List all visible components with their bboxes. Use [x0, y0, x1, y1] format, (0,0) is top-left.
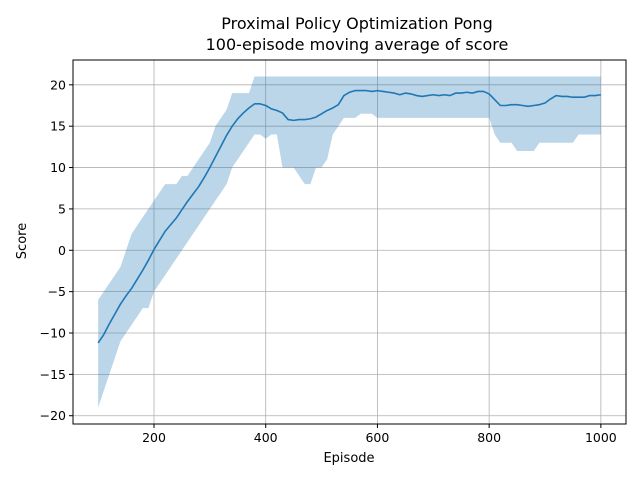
series-line — [97, 89, 601, 344]
x-axis-label: Episode — [323, 451, 374, 466]
x-tick-label: 200 — [142, 430, 166, 445]
y-axis-ticks: −20 −15 −10 −5 0 5 10 15 20 — [40, 77, 73, 423]
y-tick-label: 10 — [50, 160, 66, 175]
y-tick-label: 15 — [50, 119, 66, 134]
y-tick-label: 5 — [58, 201, 66, 216]
series-band — [98, 76, 601, 408]
x-tick-label: 400 — [254, 430, 278, 445]
plot-frame — [72, 59, 627, 425]
y-tick-label: 0 — [58, 243, 66, 258]
chart-title: Proximal Policy Optimization Pong — [221, 14, 492, 33]
chart-subtitle: 100-episode moving average of score — [206, 35, 509, 54]
x-tick-label: 1000 — [585, 430, 617, 445]
y-axis-label: Score — [15, 223, 30, 259]
x-tick-label: 600 — [365, 430, 389, 445]
y-tick-label: −20 — [40, 408, 66, 423]
y-tick-label: 20 — [50, 77, 66, 92]
y-tick-label: −10 — [40, 326, 66, 341]
mean-line — [97, 89, 601, 344]
x-tick-label: 800 — [477, 430, 501, 445]
x-axis-ticks: 200 400 600 800 1000 — [142, 424, 617, 445]
min-max-band — [98, 76, 601, 408]
grid-lines — [73, 60, 626, 424]
y-tick-label: −15 — [40, 367, 66, 382]
y-tick-label: −5 — [48, 284, 66, 299]
